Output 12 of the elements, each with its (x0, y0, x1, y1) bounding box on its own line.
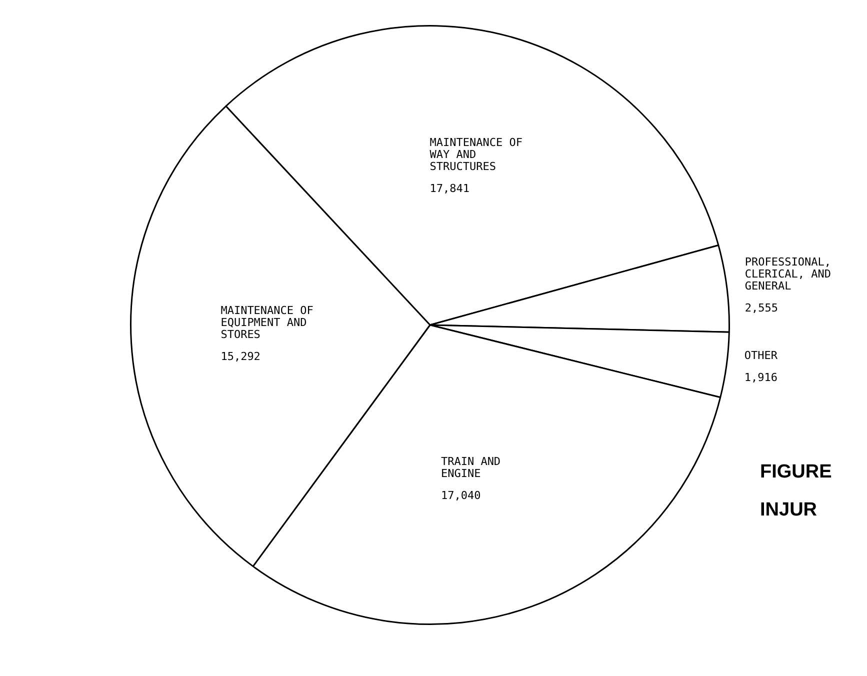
data-label: 15,292 (220, 350, 260, 364)
slice-label: OTHER (744, 348, 778, 362)
slice-label: MAINTENANCE OF EQUIPMENT AND STORES (220, 304, 314, 342)
text: INJUR (760, 500, 818, 521)
data-label: 2,555 (744, 301, 778, 314)
data-label: 1,916 (744, 370, 778, 384)
slice-label: PROFESSIONAL, CLERICAL, AND GENERAL (744, 255, 831, 292)
text: FIGURE (760, 462, 832, 483)
data-label: 17,040 (440, 489, 481, 502)
data-label: 17,841 (430, 182, 470, 195)
slice-label: TRAIN AND ENGINE (440, 455, 501, 480)
slice-label: MAINTENANCE OF WAY AND STRUCTURES (430, 136, 522, 173)
